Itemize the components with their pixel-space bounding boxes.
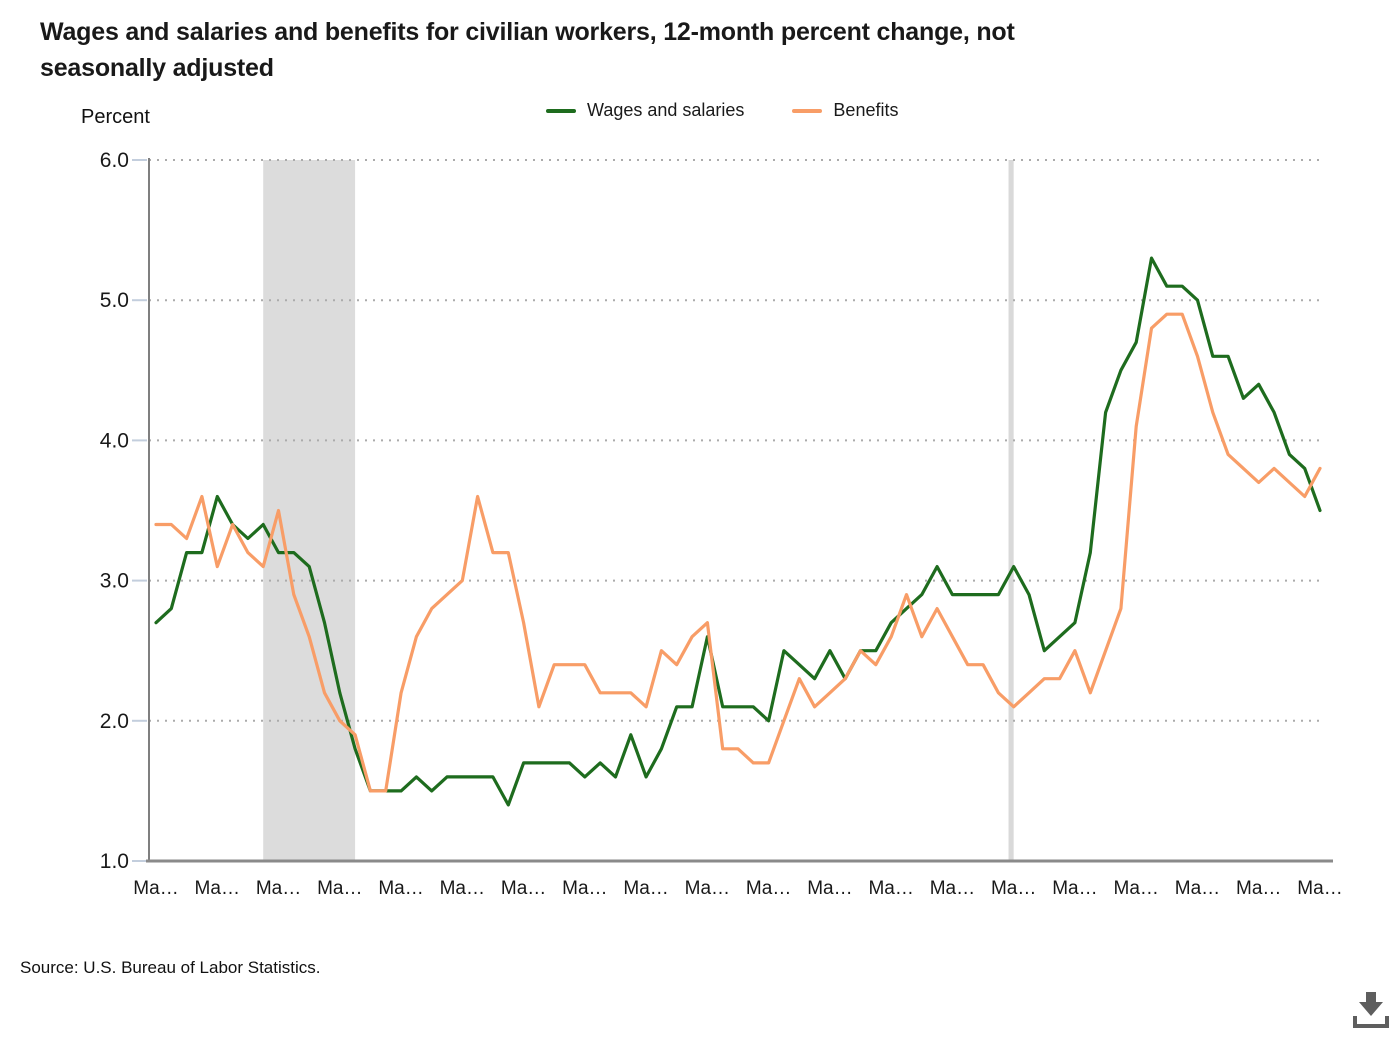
page-title: Wages and salaries and benefits for civi…: [40, 14, 1225, 86]
legend-label-benefits: Benefits: [833, 100, 899, 120]
x-tick-label: Ma…: [1114, 878, 1159, 899]
download-icon: [1353, 992, 1389, 1028]
y-tick-label: 5.0: [100, 289, 129, 312]
x-tick-label: Ma…: [256, 878, 301, 899]
x-tick-label: Ma…: [868, 878, 913, 899]
x-tick-label: Ma…: [930, 878, 975, 899]
x-tick-label: Ma…: [807, 878, 852, 899]
x-tick-label: Ma…: [746, 878, 791, 899]
recession-band: [1008, 160, 1014, 861]
x-tick-label: Ma…: [1297, 878, 1342, 899]
page-title-line1: Wages and salaries and benefits for civi…: [40, 18, 1015, 46]
x-tick-label: Ma…: [991, 878, 1036, 899]
legend: Wages and salaries Benefits: [546, 100, 898, 121]
x-tick-label: Ma…: [562, 878, 607, 899]
y-tick-label: 3.0: [100, 570, 129, 593]
x-tick-label: Ma…: [1052, 878, 1097, 899]
download-button[interactable]: [1347, 986, 1395, 1034]
y-tick-label: 1.0: [100, 850, 129, 873]
y-tick-label: 4.0: [100, 429, 129, 452]
page-title-line2: seasonally adjusted: [40, 54, 274, 82]
x-tick-label: Ma…: [501, 878, 546, 899]
source-text: Source: U.S. Bureau of Labor Statistics.: [20, 958, 321, 977]
x-tick-label: Ma…: [1175, 878, 1220, 899]
x-tick-label: Ma…: [133, 878, 178, 899]
wages-line-swatch: [546, 108, 576, 113]
y-tick-label: 6.0: [100, 149, 129, 172]
legend-item-wages-and-salaries[interactable]: Wages and salaries: [546, 100, 744, 121]
x-tick-label: Ma…: [440, 878, 485, 899]
x-tick-label: Ma…: [317, 878, 362, 899]
x-tick-label: Ma…: [623, 878, 668, 899]
x-tick-label: Ma…: [685, 878, 730, 899]
chart-plot-area: 6.05.04.03.02.01.0Ma… Ma… Ma… Ma… Ma… Ma… Ma… M…: [100, 149, 1343, 899]
y-axis-title: Percent: [81, 106, 150, 128]
x-tick-label: Ma…: [378, 878, 423, 899]
series-line-benefits[interactable]: [154, 312, 1322, 793]
x-tick-label: Ma…: [1236, 878, 1281, 899]
x-tick-label: Ma…: [195, 878, 240, 899]
benefits-line-swatch: [792, 108, 823, 113]
legend-item-benefits[interactable]: Benefits: [792, 100, 898, 121]
legend-label-wages: Wages and salaries: [587, 100, 745, 120]
y-tick-label: 2.0: [100, 710, 129, 733]
